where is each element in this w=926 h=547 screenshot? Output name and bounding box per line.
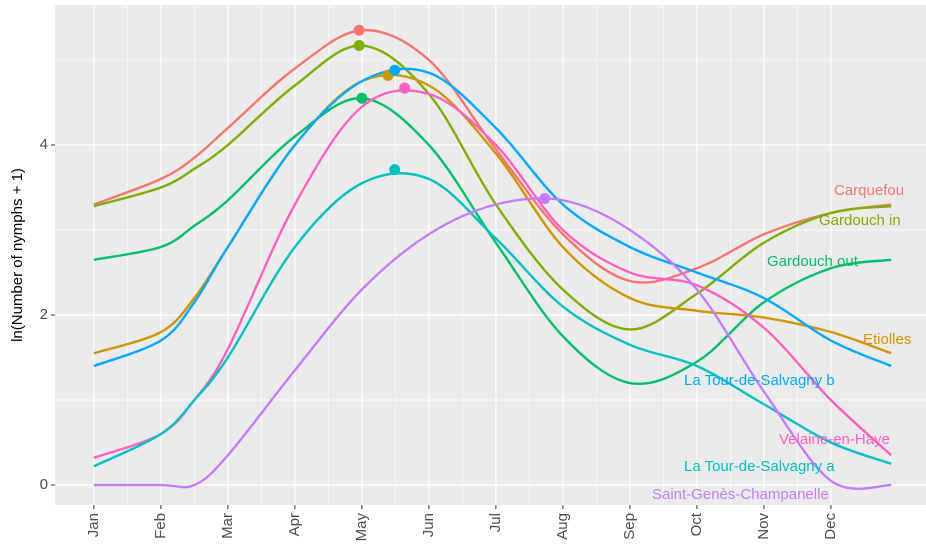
series-line bbox=[93, 44, 892, 331]
peak-point bbox=[356, 92, 368, 104]
series-label: Etiolles bbox=[863, 331, 911, 348]
grid bbox=[55, 5, 926, 505]
series-line bbox=[93, 172, 892, 468]
series-line bbox=[93, 29, 892, 284]
x-tick-label: Jan bbox=[85, 513, 102, 537]
y-axis-title: ln(Number of nymphs + 1) bbox=[9, 168, 26, 342]
series-label: La Tour-de-Salvagny a bbox=[684, 458, 835, 475]
peak-point bbox=[389, 164, 401, 176]
plot-area: Carquefou Gardouch in Gardouch out Etiolles… bbox=[93, 24, 911, 503]
x-tick-label: Feb bbox=[152, 513, 169, 539]
series-line bbox=[93, 197, 892, 490]
peak-point bbox=[353, 24, 365, 36]
x-tick-label: Jun bbox=[420, 513, 437, 537]
series-label: Gardouch out bbox=[767, 253, 859, 270]
x-tick-label: Apr bbox=[286, 513, 303, 536]
peak-point bbox=[389, 64, 401, 76]
y-tick-label: 4 bbox=[40, 136, 48, 153]
x-tick-label: Dec bbox=[822, 513, 839, 540]
x-tick-label: Sep bbox=[621, 513, 638, 540]
y-tick-label: 0 bbox=[40, 476, 48, 493]
x-tick-label: May bbox=[353, 513, 370, 542]
series-label: Velaine-en-Haye bbox=[779, 431, 890, 448]
series-label: Carquefou bbox=[834, 182, 904, 199]
x-tick-label: Nov bbox=[755, 513, 772, 540]
y-tick-label: 2 bbox=[40, 306, 48, 323]
series-line bbox=[93, 67, 892, 368]
x-tick-label: Jul bbox=[487, 513, 504, 532]
series-label: Saint-Genès-Champanelle bbox=[652, 486, 829, 503]
x-tick-label: Oct bbox=[688, 512, 705, 536]
x-tick-label: Mar bbox=[219, 513, 236, 539]
series-label: La Tour-de-Salvagny b bbox=[684, 372, 835, 389]
panel bbox=[55, 5, 926, 505]
peak-point bbox=[399, 82, 411, 94]
peak-point bbox=[539, 193, 551, 205]
x-tick-label: Aug bbox=[554, 513, 571, 540]
peak-point bbox=[353, 40, 365, 52]
series-label: Gardouch in bbox=[819, 212, 901, 229]
series-line bbox=[93, 97, 892, 386]
